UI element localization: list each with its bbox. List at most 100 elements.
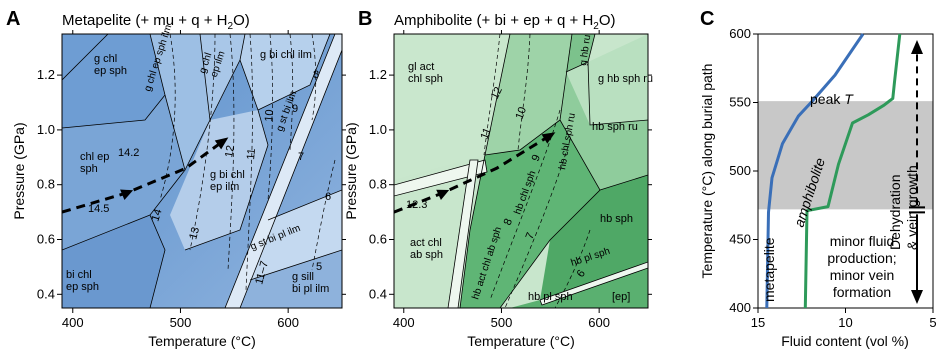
field-b-hbsph	[540, 175, 648, 300]
panel-a-isopleth-labels: 14.5 14.2 14 13 12 11 10 9 8 7 6 5 11–7	[88, 69, 331, 286]
field-b-thin-band	[394, 159, 488, 197]
x-tick-label: 600	[588, 315, 610, 330]
panel-b-frame	[393, 33, 649, 309]
field-a-bichl	[62, 215, 165, 308]
dehydration-arrowhead	[911, 40, 923, 54]
isopleth-label: 9	[292, 103, 298, 115]
pt-path-line	[61, 139, 225, 214]
panel-b-xlabel: Temperature (°C)	[467, 333, 575, 349]
field-b-thin-band-3	[539, 261, 648, 306]
panel-a-pt-path	[61, 137, 229, 214]
pt-path-arrowhead	[541, 132, 556, 144]
field-label: g hb ru	[578, 34, 593, 66]
field-label: g bi chl ep ilm	[210, 169, 245, 193]
y-tick-label: 1.0	[369, 122, 387, 137]
panel-c-lines	[765, 33, 902, 309]
y-tick-label: 0.6	[37, 232, 55, 247]
field-b-ghbru	[566, 34, 595, 72]
field-label-line: bi pl ilm	[292, 283, 329, 295]
panel-a: A Metapelite (+ mu + q + H2O)	[6, 8, 346, 349]
y-tick-label: 400	[729, 300, 751, 315]
y-tick-label: 0.4	[369, 286, 387, 301]
peak-t-label: peak T	[810, 91, 854, 107]
field-label: g sill bi pl ilm	[292, 271, 329, 295]
y-tick-label: 550	[729, 95, 751, 110]
panel-b-ylabel: Pressure (GPa)	[343, 122, 359, 219]
panel-c: C peak T amphibolite metapelite Dehydrat…	[699, 8, 937, 349]
isopleth-label: 11	[245, 148, 258, 160]
y-tick-label: 1.0	[37, 122, 55, 137]
field-label-line: bi chl	[66, 269, 92, 281]
isopleth-label: 8	[313, 69, 319, 81]
field-label: chl ep sph	[80, 151, 109, 175]
panel-b-axes: 400 500 600 0.4 0.6 0.8 1.0 1.2	[369, 30, 652, 330]
field-b-hbchlsph	[460, 120, 600, 308]
field-a-gchlepilm	[200, 34, 245, 120]
isopleth-label: 7	[524, 231, 537, 241]
panel-a-plot	[62, 34, 342, 308]
isopleth-label: 9	[530, 153, 543, 163]
y-tick-label: 0.4	[37, 286, 55, 301]
isopleth-label: 5	[316, 261, 322, 273]
amphibolite-line	[803, 33, 902, 309]
panel-a-title: Metapelite (+ mu + q + H2O)	[62, 12, 250, 32]
panel-b-letter: B	[358, 8, 372, 30]
metapelite-label: metapelite	[761, 237, 777, 302]
peak-shading	[758, 101, 933, 210]
panel-a-boundaries	[62, 34, 342, 308]
panel-a-frame	[61, 33, 343, 309]
field-label-line: ab sph	[410, 249, 443, 261]
panel-b-title: Amphibolite (+ bi + ep + q + H2O)	[394, 12, 616, 32]
field-label: act chl ab sph	[410, 237, 443, 261]
panel-b-field-labels: gl act chl sph g hb ru g hb sph ru hb sph…	[408, 34, 653, 303]
field-b-hbplsph	[510, 265, 648, 308]
field-label-line: ep ilm	[210, 181, 239, 193]
isopleth-label: 10	[263, 109, 276, 122]
panel-b-pt-path	[393, 132, 556, 214]
minor-fluid-line: production;	[827, 250, 896, 266]
y-tick-label: 500	[729, 163, 751, 178]
panel-b-boundaries	[459, 34, 648, 308]
pt-path-arrowhead	[214, 137, 229, 150]
y-tick-label: 450	[729, 232, 751, 247]
panel-b-isopleths	[483, 34, 591, 308]
field-label-line: g chl	[94, 53, 117, 65]
field-a-gsill	[240, 250, 342, 308]
x-tick-label: 500	[491, 315, 513, 330]
field-b-mid-upper	[485, 34, 572, 155]
field-b-ghbsphru	[566, 34, 648, 125]
isopleth-label: 6	[575, 268, 588, 280]
isopleth-label: 12.3	[406, 199, 427, 211]
minor-arrowhead	[911, 290, 923, 304]
x-tick-label: 10	[838, 315, 852, 330]
isopleth-label: 12	[489, 85, 505, 101]
field-label: g bi chl ilm	[260, 49, 312, 61]
field-label: g chl ep sph	[94, 53, 127, 77]
panel-a-xlabel: Temperature (°C)	[148, 333, 256, 349]
x-tick-label: 400	[62, 315, 84, 330]
isopleth-label: 11–7	[253, 260, 271, 286]
isopleth-label: 14.2	[118, 147, 139, 159]
panel-b-isopleth-labels: 12.3 12 11 10 9 8 7 6	[406, 85, 588, 280]
isopleth-label: 8	[502, 217, 515, 227]
field-a-narrow-band	[224, 34, 342, 308]
panel-a-ylabel: Pressure (GPa)	[11, 122, 27, 219]
y-tick-label: 600	[729, 26, 751, 41]
field-b-hbsphru	[560, 72, 648, 190]
panel-c-letter: C	[700, 8, 714, 30]
pt-path-arrowhead	[436, 189, 450, 201]
dehydration-line: Dehydration	[887, 175, 903, 251]
field-label-line: sph	[80, 163, 98, 175]
panel-b: B Amphibolite (+ bi + ep + q + H2O)	[343, 8, 653, 349]
y-tick-label: 1.2	[37, 67, 55, 82]
panel-b-plot	[394, 34, 648, 308]
panel-c-ylabel: Temperature (°C) along burial path	[699, 64, 715, 279]
isopleth-label: 7	[298, 151, 304, 163]
field-label-line: gl act	[408, 61, 434, 73]
field-b-thin-band-2	[447, 159, 479, 308]
field-label: bi chl ep sph	[66, 269, 99, 293]
panel-c-arrows	[909, 40, 925, 304]
field-a-gbichl	[240, 34, 330, 110]
